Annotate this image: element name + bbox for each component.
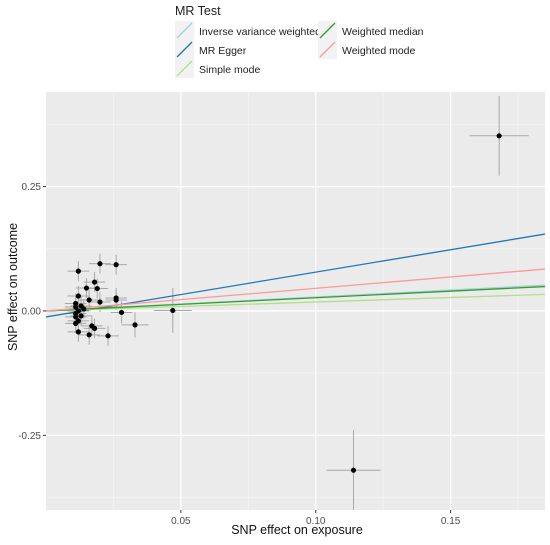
snp-point <box>118 309 125 316</box>
fit-line-mr-egger <box>46 233 545 318</box>
snp-point <box>86 297 92 303</box>
snp-point <box>132 322 138 328</box>
legend-key-line <box>176 60 193 77</box>
y-tick-label: -0.25 <box>18 431 41 442</box>
legend-label: Weighted median <box>342 26 424 38</box>
legend-title: MR Test <box>175 4 221 18</box>
snp-point <box>73 304 79 310</box>
snp-point <box>75 293 81 299</box>
snp-point <box>86 332 92 338</box>
y-tick-label: 0.00 <box>22 306 42 317</box>
snp-point <box>75 268 81 274</box>
legend-label: Inverse variance weighted <box>199 26 321 38</box>
snp-point <box>89 323 95 329</box>
snp-point <box>94 285 100 292</box>
panel-background <box>46 92 545 510</box>
legend-key-line <box>319 22 336 39</box>
legend-label: Weighted mode <box>342 45 416 57</box>
legend-key-line <box>319 41 336 58</box>
x-tick-label: 0.05 <box>171 516 191 527</box>
snp-point <box>78 303 84 309</box>
snp-point <box>78 313 84 319</box>
snp-point <box>75 329 81 335</box>
legend: MR Test Inverse variance weighted MR Egge… <box>175 4 424 78</box>
snp-point <box>73 314 79 320</box>
snp-point <box>105 333 111 339</box>
x-tick-label: 0.10 <box>306 516 326 527</box>
snp-point <box>83 285 90 291</box>
snp-point <box>113 297 119 303</box>
snp-point <box>97 261 103 267</box>
snp-point <box>97 299 103 305</box>
snp-point <box>73 320 79 326</box>
plot-panel <box>46 92 545 510</box>
snp-point <box>170 307 176 314</box>
legend-label: Simple mode <box>199 64 260 76</box>
y-axis-label: SNP effect on outcome <box>6 223 20 351</box>
legend-label: MR Egger <box>199 45 247 57</box>
fit-line-simple-mode <box>46 293 545 312</box>
snp-point <box>113 262 119 268</box>
fit-line-weighted-mode <box>46 268 545 312</box>
fit-line-weighted-median <box>46 285 545 312</box>
snp-point <box>496 133 502 139</box>
snp-point <box>91 279 98 285</box>
y-tick-label: 0.25 <box>22 182 42 193</box>
legend-key-line <box>176 41 193 58</box>
snp-point <box>350 467 357 473</box>
x-tick-label: 0.15 <box>441 516 461 527</box>
legend-key-line <box>176 22 193 39</box>
x-axis-label: SNP effect on exposure <box>231 523 363 537</box>
